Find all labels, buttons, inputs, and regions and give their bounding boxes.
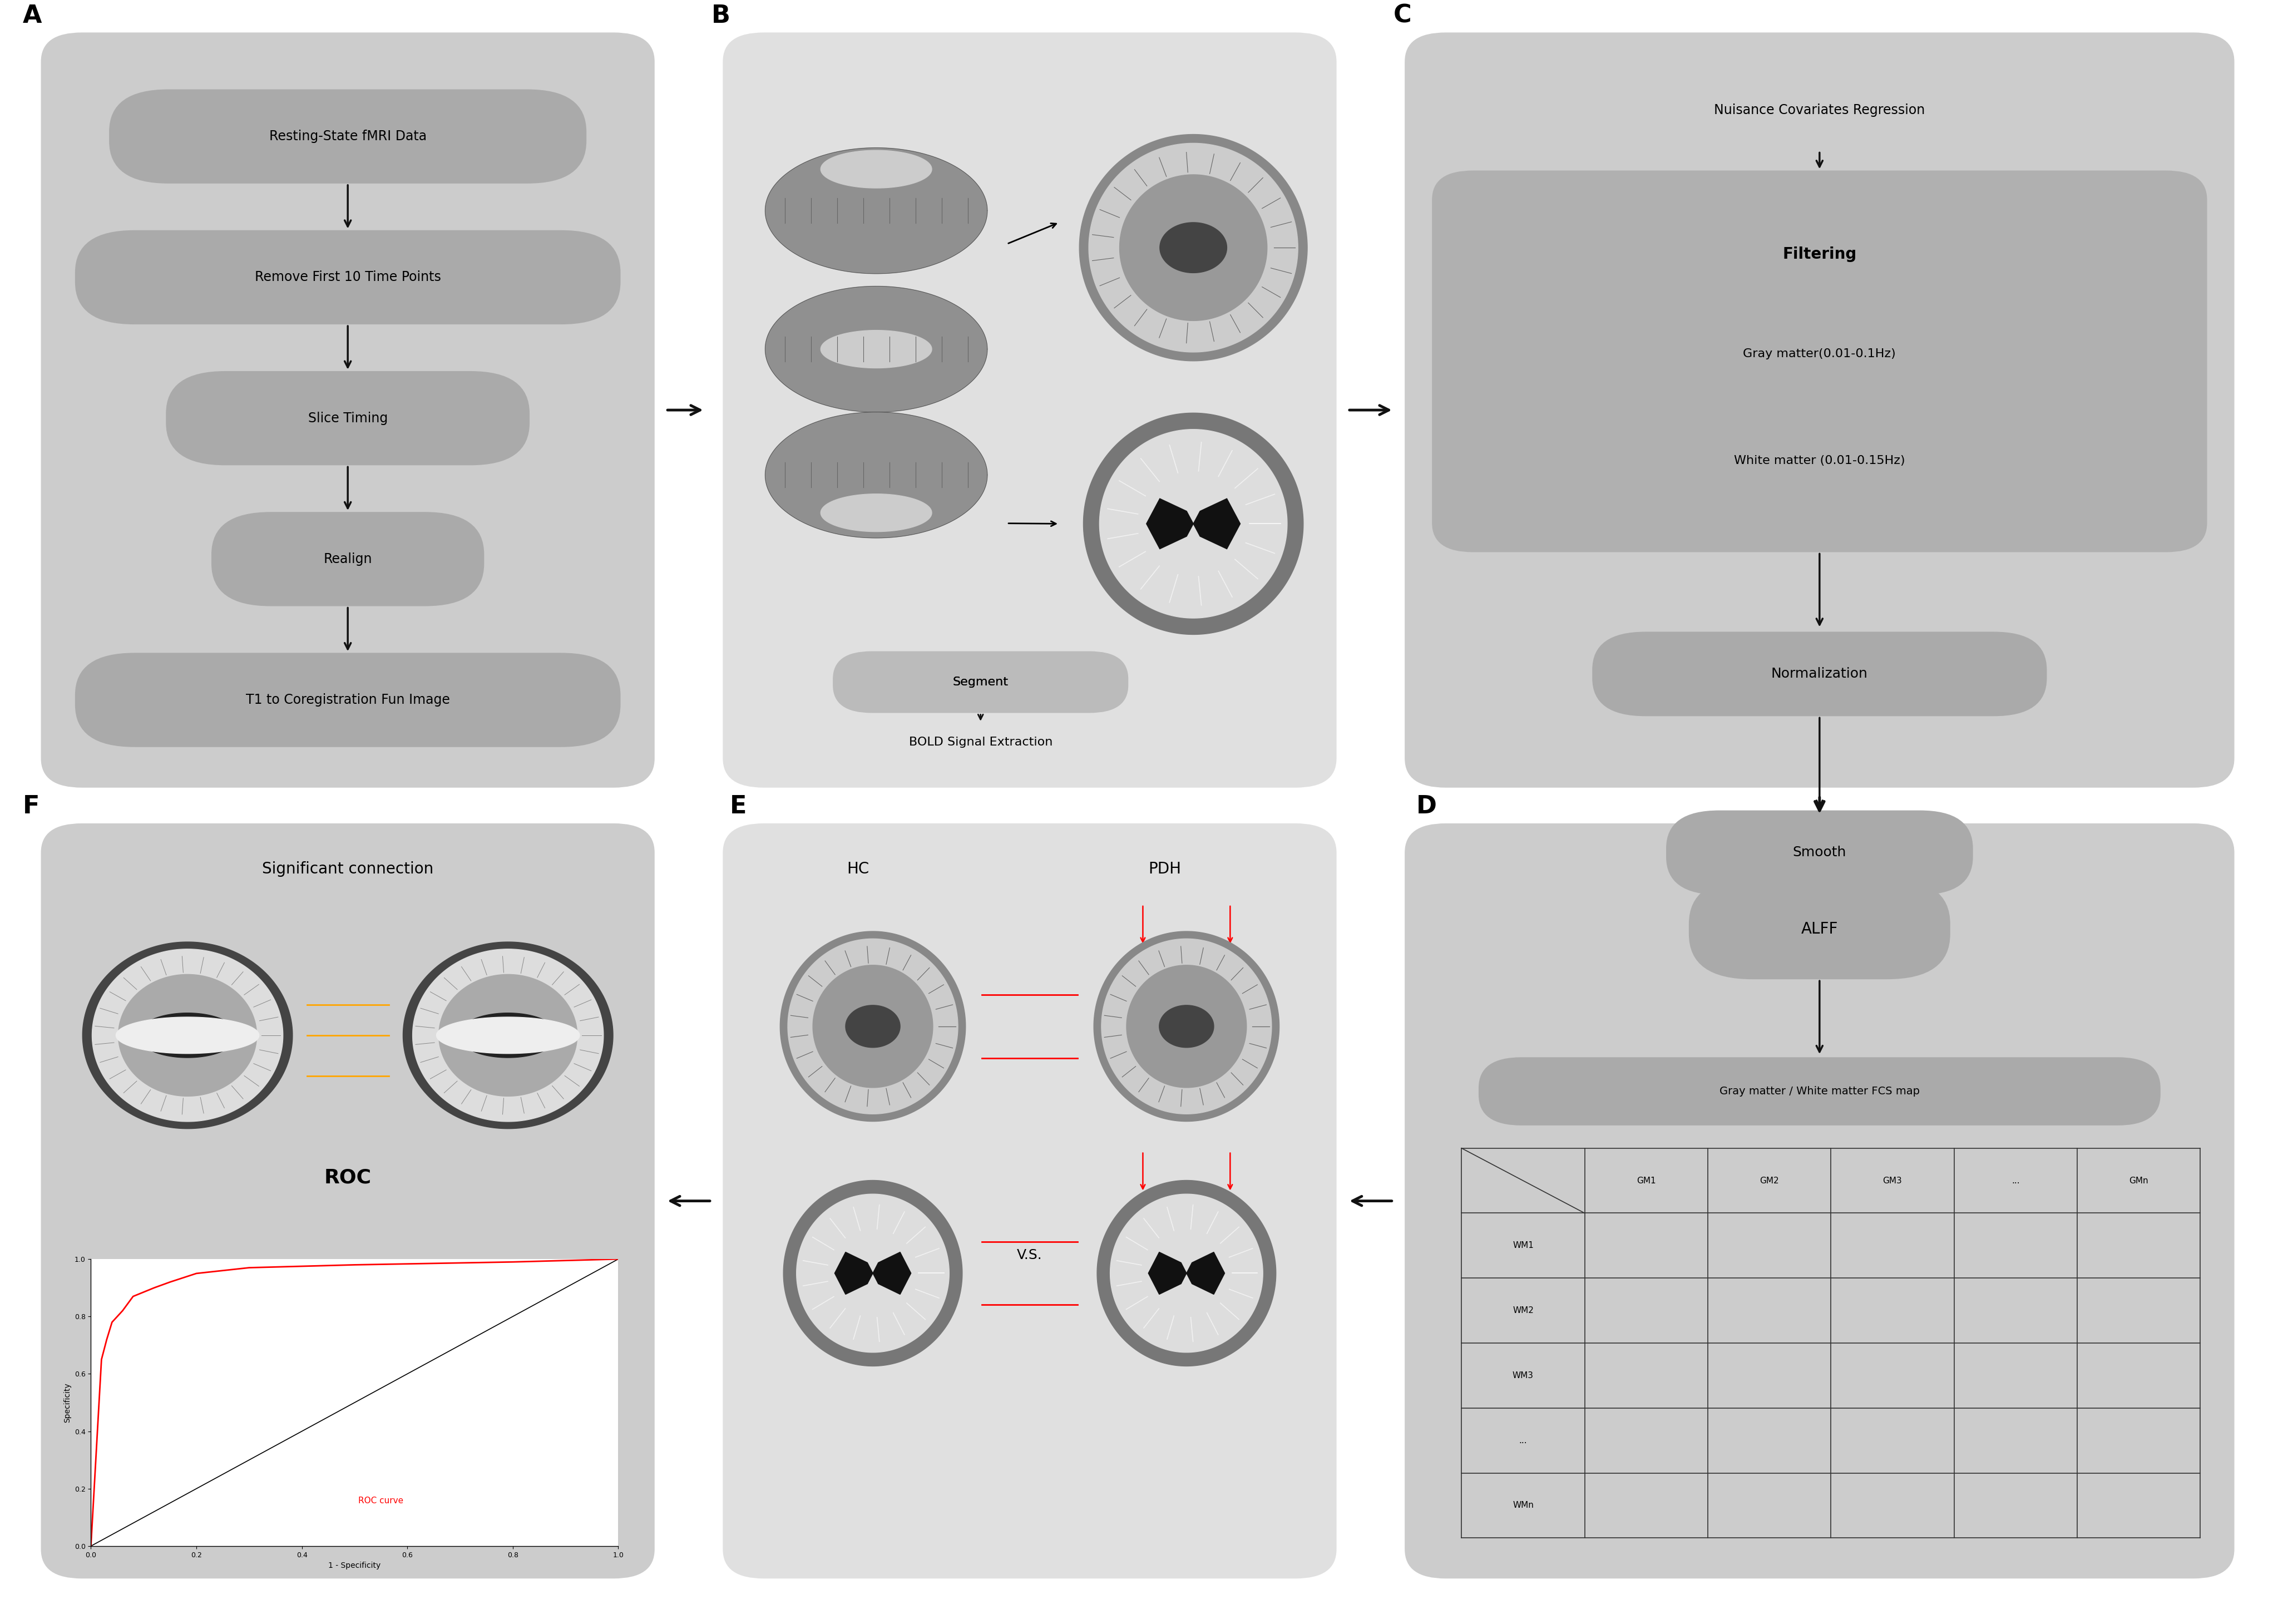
Polygon shape bbox=[136, 1013, 239, 1057]
FancyBboxPatch shape bbox=[211, 512, 484, 606]
Text: Smooth: Smooth bbox=[1793, 846, 1846, 859]
Text: Gray matter(0.01-0.1Hz): Gray matter(0.01-0.1Hz) bbox=[1743, 348, 1896, 359]
Polygon shape bbox=[82, 942, 293, 1129]
Text: Segment: Segment bbox=[952, 677, 1009, 687]
Polygon shape bbox=[116, 1017, 259, 1054]
Polygon shape bbox=[436, 1017, 580, 1054]
Polygon shape bbox=[846, 1005, 900, 1047]
Polygon shape bbox=[1159, 1005, 1214, 1047]
Polygon shape bbox=[784, 1181, 961, 1366]
Polygon shape bbox=[766, 286, 986, 412]
Text: A: A bbox=[23, 3, 41, 28]
Text: BOLD Signal Extraction: BOLD Signal Extraction bbox=[909, 737, 1052, 747]
Text: Nuisance Covariates Regression: Nuisance Covariates Regression bbox=[1714, 104, 1925, 117]
FancyBboxPatch shape bbox=[41, 32, 655, 788]
Polygon shape bbox=[796, 1194, 950, 1353]
Polygon shape bbox=[457, 1013, 559, 1057]
Polygon shape bbox=[118, 974, 257, 1096]
Polygon shape bbox=[1159, 222, 1227, 273]
Polygon shape bbox=[834, 1252, 873, 1294]
Text: Significant connection: Significant connection bbox=[261, 861, 434, 877]
Polygon shape bbox=[1193, 499, 1241, 549]
Polygon shape bbox=[402, 942, 614, 1129]
X-axis label: 1 - Specificity: 1 - Specificity bbox=[327, 1562, 382, 1569]
Text: D: D bbox=[1416, 794, 1437, 818]
Text: GM2: GM2 bbox=[1759, 1176, 1780, 1186]
Text: PDH: PDH bbox=[1148, 861, 1182, 877]
Text: Normalization: Normalization bbox=[1771, 667, 1868, 680]
FancyBboxPatch shape bbox=[1591, 632, 2048, 716]
Text: F: F bbox=[23, 794, 39, 818]
Polygon shape bbox=[93, 948, 284, 1122]
Polygon shape bbox=[821, 330, 932, 369]
FancyBboxPatch shape bbox=[832, 651, 1127, 713]
FancyBboxPatch shape bbox=[75, 231, 621, 325]
Polygon shape bbox=[780, 932, 966, 1121]
Text: ...: ... bbox=[2012, 1176, 2021, 1186]
Text: GM3: GM3 bbox=[1882, 1176, 1903, 1186]
Polygon shape bbox=[1109, 1194, 1264, 1353]
Text: Filtering: Filtering bbox=[1782, 247, 1857, 261]
FancyBboxPatch shape bbox=[1689, 879, 1950, 979]
FancyBboxPatch shape bbox=[166, 372, 530, 466]
Polygon shape bbox=[821, 151, 932, 188]
Polygon shape bbox=[766, 148, 986, 273]
Text: WM2: WM2 bbox=[1512, 1306, 1534, 1315]
Text: GM1: GM1 bbox=[1637, 1176, 1655, 1186]
Polygon shape bbox=[821, 494, 932, 531]
Polygon shape bbox=[1127, 965, 1246, 1088]
Text: Segment: Segment bbox=[952, 677, 1009, 687]
FancyBboxPatch shape bbox=[1405, 823, 2234, 1579]
Polygon shape bbox=[439, 974, 577, 1096]
Polygon shape bbox=[1102, 939, 1271, 1114]
Text: C: C bbox=[1393, 3, 1412, 28]
Polygon shape bbox=[1121, 175, 1266, 320]
Text: Resting-State fMRI Data: Resting-State fMRI Data bbox=[268, 130, 427, 143]
Text: Remove First 10 Time Points: Remove First 10 Time Points bbox=[255, 271, 441, 284]
Text: White matter (0.01-0.15Hz): White matter (0.01-0.15Hz) bbox=[1734, 455, 1905, 466]
FancyBboxPatch shape bbox=[723, 32, 1337, 788]
Text: WMn: WMn bbox=[1512, 1501, 1534, 1510]
Text: GMn: GMn bbox=[2130, 1176, 2148, 1186]
Polygon shape bbox=[789, 939, 957, 1114]
Polygon shape bbox=[1146, 499, 1193, 549]
Polygon shape bbox=[814, 965, 932, 1088]
Y-axis label: Specificity: Specificity bbox=[64, 1382, 70, 1423]
FancyBboxPatch shape bbox=[1405, 32, 2234, 788]
Polygon shape bbox=[1098, 1181, 1275, 1366]
Polygon shape bbox=[1089, 143, 1298, 352]
Polygon shape bbox=[1080, 135, 1307, 361]
Polygon shape bbox=[1084, 412, 1302, 635]
FancyBboxPatch shape bbox=[41, 823, 655, 1579]
Text: HC: HC bbox=[846, 861, 868, 877]
FancyBboxPatch shape bbox=[723, 823, 1337, 1579]
Polygon shape bbox=[1100, 429, 1287, 619]
Text: ALFF: ALFF bbox=[1800, 921, 1839, 937]
Text: ROC: ROC bbox=[325, 1168, 370, 1187]
FancyBboxPatch shape bbox=[109, 89, 586, 184]
Bar bbox=[1462, 1148, 2200, 1538]
Polygon shape bbox=[873, 1252, 911, 1294]
Text: E: E bbox=[730, 794, 746, 818]
Text: Gray matter / White matter FCS map: Gray matter / White matter FCS map bbox=[1718, 1086, 1921, 1096]
Text: Slice Timing: Slice Timing bbox=[307, 411, 389, 425]
Text: V.S.: V.S. bbox=[1016, 1249, 1043, 1262]
FancyBboxPatch shape bbox=[1432, 171, 2207, 552]
Text: T1 to Coregistration Fun Image: T1 to Coregistration Fun Image bbox=[245, 693, 450, 706]
Text: ...: ... bbox=[1518, 1436, 1527, 1445]
FancyBboxPatch shape bbox=[75, 653, 621, 747]
Polygon shape bbox=[766, 412, 986, 538]
FancyBboxPatch shape bbox=[1477, 1057, 2159, 1125]
Polygon shape bbox=[1187, 1252, 1225, 1294]
Text: ROC curve: ROC curve bbox=[359, 1496, 405, 1505]
FancyBboxPatch shape bbox=[1666, 810, 1973, 895]
Text: Realign: Realign bbox=[323, 552, 373, 565]
Polygon shape bbox=[414, 948, 605, 1122]
Text: WM3: WM3 bbox=[1512, 1371, 1534, 1380]
Text: WM1: WM1 bbox=[1512, 1241, 1534, 1250]
Text: B: B bbox=[711, 3, 730, 28]
Polygon shape bbox=[1148, 1252, 1187, 1294]
Polygon shape bbox=[1093, 932, 1280, 1121]
